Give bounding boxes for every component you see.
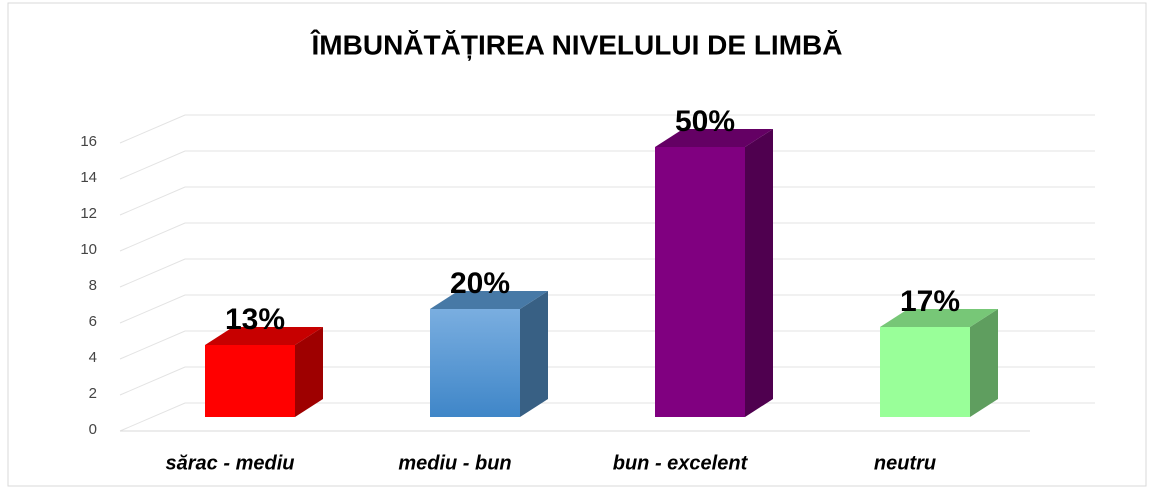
grid-line bbox=[119, 366, 1095, 396]
y-tick-label: 8 bbox=[89, 277, 97, 294]
chart-title: ÎMBUNĂTĂȚIREA NIVELULUI DE LIMBĂ bbox=[310, 29, 843, 60]
grid-line bbox=[119, 186, 1095, 216]
grid-line bbox=[119, 150, 1095, 180]
y-tick-label: 6 bbox=[89, 313, 97, 330]
value-label: 50% bbox=[675, 105, 735, 138]
bar-side bbox=[970, 309, 998, 417]
bar-side bbox=[295, 327, 323, 417]
x-tick-label: mediu - bun bbox=[398, 452, 511, 474]
bar-side bbox=[520, 291, 548, 417]
grid-line bbox=[119, 258, 1095, 288]
y-tick-label: 10 bbox=[80, 241, 97, 258]
bar-front bbox=[655, 147, 745, 417]
bar bbox=[655, 129, 773, 417]
x-tick-label: neutru bbox=[874, 452, 936, 474]
bar-side bbox=[745, 129, 773, 417]
bar-top bbox=[880, 309, 998, 327]
bar bbox=[205, 327, 323, 417]
grid-line bbox=[119, 294, 1095, 324]
bar-front bbox=[880, 327, 970, 417]
y-tick-label: 14 bbox=[80, 169, 97, 186]
y-tick-label: 2 bbox=[89, 385, 97, 402]
value-label: 13% bbox=[225, 303, 285, 336]
grid-line bbox=[119, 402, 1095, 432]
bar-front bbox=[430, 309, 520, 417]
y-tick-label: 4 bbox=[89, 349, 97, 366]
value-label: 17% bbox=[900, 285, 960, 318]
y-tick-label: 12 bbox=[80, 205, 97, 222]
x-tick-label: bun - excelent bbox=[613, 452, 749, 474]
value-label: 20% bbox=[450, 267, 510, 300]
bar-top bbox=[205, 327, 323, 345]
bar bbox=[880, 309, 998, 417]
y-tick-label: 16 bbox=[80, 133, 97, 150]
bar-top bbox=[430, 291, 548, 309]
bar bbox=[430, 291, 548, 417]
y-tick-label: 0 bbox=[89, 421, 97, 438]
x-tick-label: sărac - mediu bbox=[166, 452, 295, 474]
bar-front bbox=[205, 345, 295, 417]
bar-top bbox=[655, 129, 773, 147]
grid-line bbox=[119, 114, 1095, 144]
grid-line bbox=[119, 330, 1095, 360]
grid-line bbox=[119, 222, 1095, 252]
